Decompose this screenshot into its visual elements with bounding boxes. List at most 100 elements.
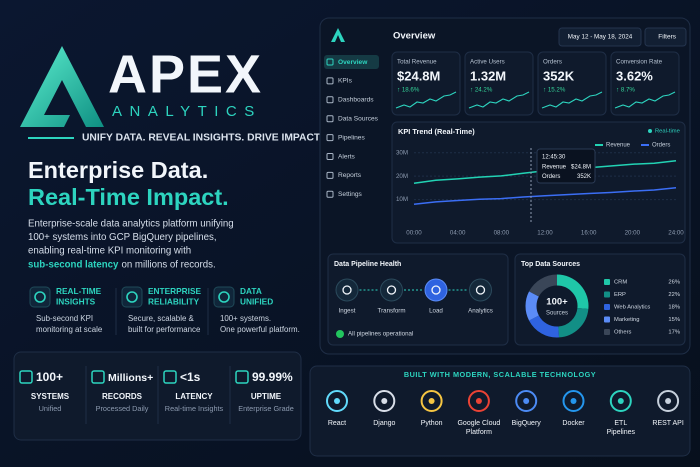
donut-center: 100+ (546, 297, 568, 308)
kpi-value: 1.32M (470, 68, 506, 83)
legend-swatch (604, 304, 610, 310)
x-tick-label: 20:00 (625, 230, 641, 237)
date-box (558, 27, 642, 47)
kpi-card (610, 51, 680, 116)
stat-label: LATENCY (175, 392, 213, 401)
nav-item[interactable]: Reports (338, 172, 362, 179)
sources-title: Top Data Sources (521, 261, 580, 268)
nav-icon (326, 171, 334, 179)
stat-label: UPTIME (251, 392, 282, 401)
nav-icon (326, 115, 334, 123)
pipe-glyph (431, 285, 441, 295)
tech-icon-core (475, 398, 482, 404)
feature-title: UNIFIED (240, 297, 273, 307)
source-name: Others (614, 330, 631, 336)
tooltip-key: Revenue (542, 165, 567, 171)
description-line: enabling real-time KPI monitoring with (28, 246, 191, 257)
donut-segment (529, 274, 558, 297)
filters-button[interactable] (644, 27, 687, 47)
stat-icon (235, 370, 249, 384)
pipe-label: Transform (378, 308, 406, 315)
tech-icon-core (570, 398, 577, 404)
kpi-value: 3.62% (616, 68, 653, 83)
x-tick-label: 24:00 (668, 230, 684, 237)
nav-icon (326, 153, 334, 160)
tech-box (309, 365, 691, 457)
legend-swatch (604, 291, 610, 298)
brand-name: APEX (108, 44, 263, 104)
tech-label: Google Cloud (457, 420, 500, 427)
stat-icon (19, 370, 33, 384)
pipe-glyph (386, 285, 397, 295)
tech-icon-core (523, 398, 530, 404)
feature-desc: One powerful platform. (220, 325, 300, 334)
pipe-label: Load (429, 308, 443, 315)
pipe-glyph (342, 285, 352, 295)
kpi-label: Active Users (470, 59, 505, 66)
x-tick-label: 16:00 (581, 230, 597, 237)
source-name: Marketing (614, 317, 639, 323)
nav-item[interactable]: Alerts (338, 153, 356, 160)
feature-title: INSIGHTS (56, 297, 96, 307)
nav-item[interactable]: Data Sources (338, 115, 379, 122)
nav-icon (326, 96, 334, 104)
nav-item[interactable]: Settings (338, 191, 363, 198)
source-name: ERP (614, 292, 626, 298)
tech-label: ETL (614, 420, 627, 427)
tech-label: Python (421, 420, 443, 427)
tech-icon (609, 390, 632, 412)
feature-title: ENTERPRISE (148, 286, 201, 296)
logo-mark (20, 46, 104, 127)
stat-sub: Real-time Insights (165, 404, 224, 413)
tech-icon (657, 390, 680, 412)
tech-label: REST API (652, 420, 683, 427)
tech-icon (373, 390, 396, 412)
tech-label: Pipelines (607, 429, 636, 436)
source-share: 26% (668, 280, 680, 286)
feature-icon (121, 286, 143, 308)
pipe-node (335, 278, 359, 302)
nav-item[interactable]: Pipelines (338, 134, 365, 141)
tech-icon (515, 390, 538, 412)
stat-label: SYSTEMS (31, 392, 70, 401)
y-tick-label: 10M (396, 196, 408, 203)
nav-icon (326, 77, 334, 85)
stat-value: <1s (180, 370, 201, 384)
pipe-label: Analytics (468, 308, 493, 315)
stat-value: 100+ (36, 370, 63, 384)
feature-title: RELIABILITY (148, 297, 200, 307)
feature-desc: Secure, scalable & (128, 314, 195, 323)
tech-title: BUILT WITH MODERN, SCALABLE TECHNOLOGY (404, 370, 596, 379)
kpi-change: ↑ 18.6% (397, 87, 420, 94)
tech-icon (562, 390, 585, 412)
tooltip-value: 352K (577, 174, 591, 180)
dash-title: Overview (393, 31, 436, 42)
source-share: 15% (668, 317, 680, 323)
kpi-change: ↑ 15.2% (543, 87, 566, 94)
source-share: 18% (668, 305, 680, 311)
dash-logo (331, 28, 345, 42)
tooltip-time: 12:45:30 (542, 155, 566, 161)
pipeline-title: Data Pipeline Health (334, 261, 401, 268)
kpi-change: ↑ 24.2% (470, 87, 493, 94)
nav-item[interactable]: KPIs (338, 78, 353, 85)
nav-item[interactable]: Overview (338, 59, 368, 66)
feature-glyph (218, 291, 230, 303)
kpi-value: 352K (543, 68, 575, 83)
legend-swatch (604, 329, 610, 335)
tech-icon-core (428, 398, 435, 404)
nav-item[interactable]: Dashboards (338, 97, 374, 104)
tech-icon-core (665, 398, 672, 404)
trend-line (413, 187, 677, 206)
feature-desc: built for performance (128, 325, 201, 334)
pipe-label: Ingest (339, 308, 356, 315)
headline-1: Enterprise Data. (28, 157, 208, 183)
nav-icon (326, 134, 334, 142)
donut-segment (529, 315, 560, 338)
kpi-card (391, 51, 461, 116)
stat-sub: Unified (39, 404, 62, 413)
x-tick-label: 04:00 (450, 230, 466, 237)
legend-swatch (604, 316, 610, 323)
kpi-card (537, 51, 607, 116)
description-line: Enterprise-scale data analytics platform… (28, 219, 234, 230)
